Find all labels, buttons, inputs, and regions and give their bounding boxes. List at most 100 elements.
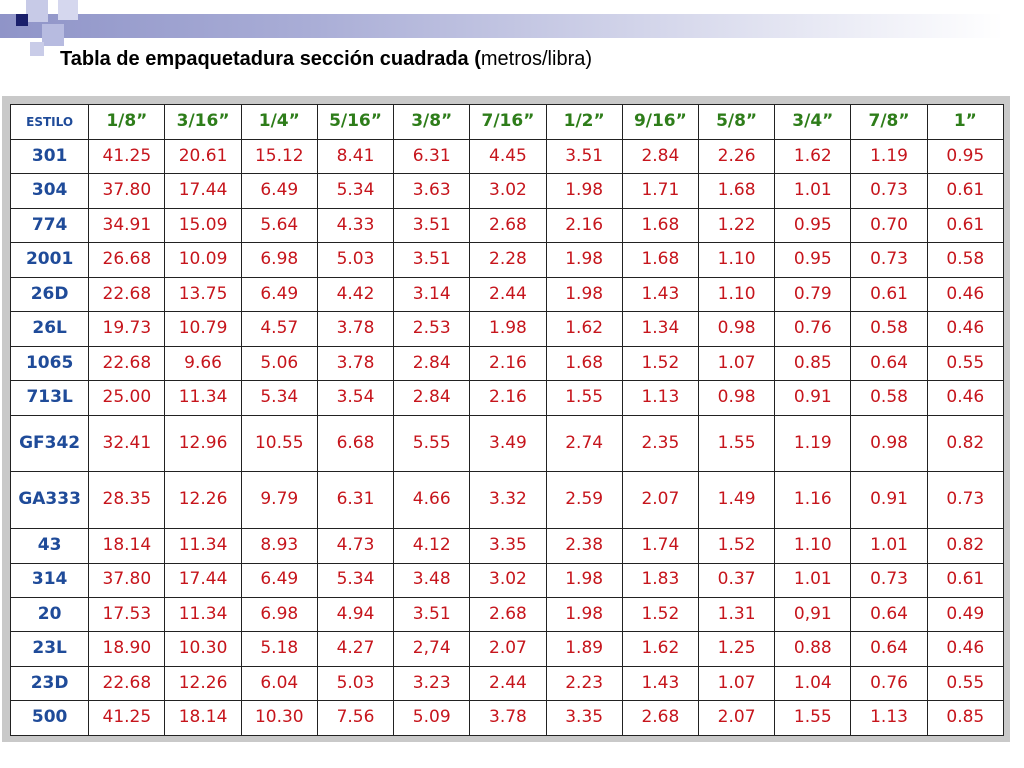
value-cell: 0.98	[850, 414, 928, 473]
value-cell: 1.22	[697, 207, 776, 244]
value-cell: 3.35	[545, 700, 623, 736]
style-cell: 500	[9, 700, 90, 736]
value-cell: 1.19	[774, 414, 852, 473]
value-cell: 1.10	[697, 276, 776, 313]
style-cell: 713L	[9, 380, 90, 416]
value-cell: 34.91	[88, 207, 166, 244]
value-cell: 0.85	[774, 345, 852, 382]
table-header-row: ESTILO 1/8” 3/16” 1/4” 5/16” 3/8” 7/16” 1/2” 9/…	[9, 104, 1005, 140]
style-cell: 774	[9, 207, 90, 244]
value-cell: 3.51	[393, 242, 471, 278]
column-header: 1/2”	[545, 104, 623, 140]
value-cell: 0.95	[926, 138, 1005, 175]
value-cell: 2.35	[621, 414, 699, 473]
value-cell: 5.09	[393, 700, 471, 736]
value-cell: 2.16	[545, 207, 623, 244]
column-header: 5/8”	[697, 104, 776, 140]
style-cell: GF342	[9, 414, 90, 473]
table-row: 301 41.25 20.61 15.12 8.41 6.31 4.45 3.51 2.84 2.…	[9, 138, 1005, 175]
value-cell: 0.73	[850, 562, 928, 599]
value-cell: 1.04	[774, 665, 852, 702]
value-cell: 18.90	[88, 631, 166, 667]
value-cell: 2.16	[469, 380, 547, 416]
value-cell: 5.64	[240, 207, 318, 244]
header-bar	[0, 14, 1024, 38]
value-cell: 20.61	[164, 138, 242, 175]
value-cell: 3.35	[469, 528, 547, 564]
table-row: 23L 18.90 10.30 5.18 4.27 2,74 2.07 1.89 1.62 1.2…	[9, 631, 1005, 667]
value-cell: 17.44	[164, 173, 242, 209]
value-cell: 2.44	[469, 276, 547, 313]
decorative-square	[30, 42, 44, 56]
value-cell: 1.43	[621, 276, 699, 313]
decorative-square	[26, 0, 48, 22]
value-cell: 3.54	[316, 380, 395, 416]
column-header: 7/8”	[850, 104, 928, 140]
style-cell: GA333	[9, 471, 90, 530]
value-cell: 6.31	[393, 138, 471, 175]
value-cell: 3.48	[393, 562, 471, 599]
value-cell: 18.14	[164, 700, 242, 736]
value-cell: 0.49	[926, 597, 1005, 633]
value-cell: 6.49	[240, 276, 318, 313]
value-cell: 0.91	[774, 380, 852, 416]
value-cell: 3.51	[393, 597, 471, 633]
value-cell: 0.95	[774, 207, 852, 244]
value-cell: 1.55	[697, 414, 776, 473]
value-cell: 6.04	[240, 665, 318, 702]
table-row: 304 37.80 17.44 6.49 5.34 3.63 3.02 1.98 1.71 1.6…	[9, 173, 1005, 209]
value-cell: 2,74	[393, 631, 471, 667]
table-row: 774 34.91 15.09 5.64 4.33 3.51 2.68 2.16 1.68 1.2…	[9, 207, 1005, 244]
table-row: 1065 22.68 9.66 5.06 3.78 2.84 2.16 1.68 1.52 1.0…	[9, 345, 1005, 382]
table-row: 23D 22.68 12.26 6.04 5.03 3.23 2.44 2.23 1.43 1.0…	[9, 665, 1005, 702]
value-cell: 3.78	[316, 311, 395, 347]
table-row: 500 41.25 18.14 10.30 7.56 5.09 3.78 3.35 2.68 2.…	[9, 700, 1005, 736]
value-cell: 1.19	[850, 138, 928, 175]
value-cell: 2.59	[545, 471, 623, 530]
value-cell: 28.35	[88, 471, 166, 530]
value-cell: 22.68	[88, 345, 166, 382]
value-cell: 10.09	[164, 242, 242, 278]
value-cell: 1.68	[621, 242, 699, 278]
value-cell: 1.01	[774, 173, 852, 209]
value-cell: 25.00	[88, 380, 166, 416]
value-cell: 5.03	[316, 242, 395, 278]
value-cell: 1.98	[469, 311, 547, 347]
column-header: 9/16”	[621, 104, 699, 140]
value-cell: 1.62	[621, 631, 699, 667]
value-cell: 1.74	[621, 528, 699, 564]
value-cell: 17.44	[164, 562, 242, 599]
value-cell: 0.73	[926, 471, 1005, 530]
value-cell: 2.38	[545, 528, 623, 564]
value-cell: 4.27	[316, 631, 395, 667]
value-cell: 0,91	[774, 597, 852, 633]
value-cell: 3.49	[469, 414, 547, 473]
style-cell: 20	[9, 597, 90, 633]
value-cell: 8.93	[240, 528, 318, 564]
value-cell: 0.46	[926, 631, 1005, 667]
table-row: GA333 28.35 12.26 9.79 6.31 4.66 3.32 2.59 2.07 1…	[9, 471, 1005, 530]
value-cell: 0.46	[926, 276, 1005, 313]
value-cell: 1.68	[697, 173, 776, 209]
value-cell: 0.82	[926, 414, 1005, 473]
value-cell: 1.98	[545, 597, 623, 633]
value-cell: 10.79	[164, 311, 242, 347]
value-cell: 1.71	[621, 173, 699, 209]
style-cell: 301	[9, 138, 90, 175]
value-cell: 1.52	[621, 597, 699, 633]
value-cell: 0.58	[926, 242, 1005, 278]
value-cell: 1.01	[774, 562, 852, 599]
value-cell: 10.55	[240, 414, 318, 473]
value-cell: 1.98	[545, 242, 623, 278]
value-cell: 2.68	[469, 597, 547, 633]
style-cell: 1065	[9, 345, 90, 382]
value-cell: 2.07	[697, 700, 776, 736]
value-cell: 4.45	[469, 138, 547, 175]
value-cell: 41.25	[88, 700, 166, 736]
value-cell: 2.28	[469, 242, 547, 278]
value-cell: 0.82	[926, 528, 1005, 564]
value-cell: 3.02	[469, 562, 547, 599]
page-title: Tabla de empaquetadura sección cuadrada …	[60, 48, 592, 71]
column-header: 1/8”	[88, 104, 166, 140]
value-cell: 0.61	[926, 207, 1005, 244]
